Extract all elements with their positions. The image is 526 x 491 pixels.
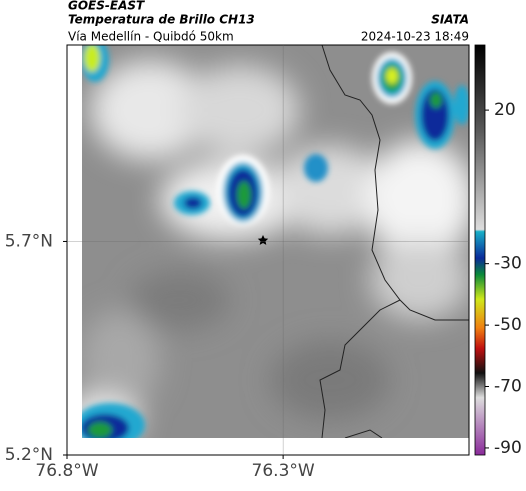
agency: SIATA (431, 13, 469, 27)
colorbar-label: 20 (494, 100, 516, 120)
x-tick-label: 76.8°W (35, 461, 98, 481)
y-tick-label: 5.7°N (5, 231, 53, 251)
product: Temperatura de Brillo CH13 (68, 13, 255, 27)
colorbar (474, 44, 486, 456)
map-frame (66, 44, 470, 456)
colorbar-label: -30 (494, 254, 522, 274)
colorbar-label: -90 (494, 438, 522, 458)
timestamp: 2024-10-23 18:49 (361, 30, 469, 44)
colorbar-label: -50 (494, 315, 522, 335)
colorbar-label: -70 (494, 377, 522, 397)
x-tick-label: 76.3°W (252, 461, 315, 481)
y-tick-label: 5.2°N (5, 445, 53, 465)
satellite-image (82, 45, 469, 438)
source: GOES-EAST (68, 0, 145, 13)
route: Vía Medellín - Quibdó 50km (68, 30, 234, 44)
city-marker (257, 235, 269, 245)
border (319, 45, 469, 438)
